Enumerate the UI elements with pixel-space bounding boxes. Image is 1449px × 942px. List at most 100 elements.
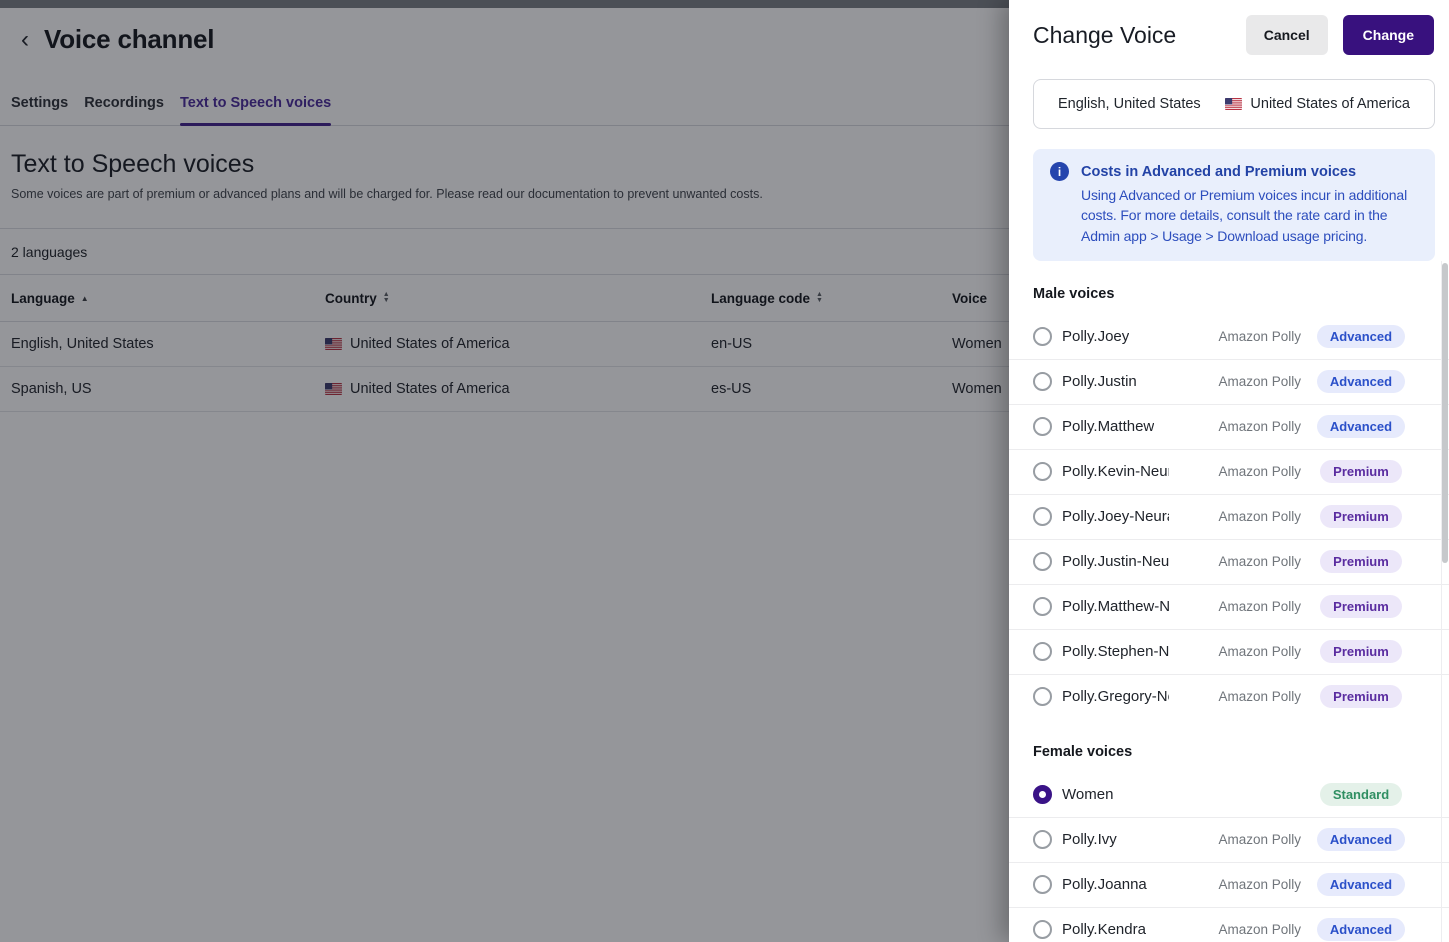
- radio-button[interactable]: [1033, 687, 1052, 707]
- table-column-header[interactable]: Language code: [700, 291, 941, 306]
- voice-name: Polly.Ivy: [1062, 831, 1117, 849]
- tier-badge: Advanced: [1316, 415, 1406, 439]
- us-flag-icon: [325, 338, 342, 350]
- voice-option-row[interactable]: Polly.Kendra Amazon Polly Advanced: [1009, 908, 1449, 942]
- tier-badge: Premium: [1320, 640, 1402, 664]
- voice-option-row[interactable]: Women Standard: [1009, 773, 1449, 818]
- page-title: Voice channel: [44, 24, 215, 54]
- cost-info-box: i Costs in Advanced and Premium voices U…: [1033, 149, 1435, 261]
- voice-name: Polly.Joey: [1062, 328, 1130, 346]
- voice-option-row[interactable]: Polly.Joey Amazon Polly Advanced: [1009, 315, 1449, 360]
- cell-country: United States of America: [314, 381, 700, 397]
- cell-language-code: en-US: [711, 336, 753, 352]
- info-icon: i: [1050, 162, 1069, 181]
- voice-option-row[interactable]: Polly.Matthew Amazon Polly Advanced: [1009, 405, 1449, 450]
- cell-language: Spanish, US: [11, 381, 92, 397]
- voice-rows: Women Standard Polly.Ivy Amazon Polly Ad…: [1009, 773, 1449, 942]
- column-label: Language: [11, 290, 75, 306]
- voice-option-row[interactable]: Polly.Justin-Neural Amazon Polly Premium: [1009, 540, 1449, 585]
- radio-button[interactable]: [1033, 462, 1052, 482]
- voice-option-row[interactable]: Polly.Stephen-Neu… Amazon Polly Premium: [1009, 630, 1449, 675]
- table-column-header[interactable]: Language: [0, 291, 314, 306]
- modal-overlay[interactable]: [0, 0, 1009, 942]
- voice-section: Female voices Women Standard Polly.Ivy A…: [1009, 719, 1449, 942]
- info-body: Using Advanced or Premium voices incur i…: [1081, 187, 1408, 244]
- radio-button[interactable]: [1033, 875, 1052, 895]
- voice-provider: Amazon Polly: [1218, 554, 1301, 570]
- voice-name: Polly.Justin: [1062, 373, 1137, 391]
- language-selector[interactable]: English, United States United States of …: [1033, 79, 1435, 129]
- voice-name: Polly.Matthew-Ne…: [1062, 598, 1169, 616]
- radio-button[interactable]: [1033, 642, 1052, 662]
- tier-badge: Advanced: [1316, 918, 1406, 942]
- tab-bar: Settings Recordings Text to Speech voices: [0, 89, 1009, 126]
- tier-badge: Advanced: [1316, 325, 1406, 349]
- drawer-header: Change Voice Cancel Change: [1009, 0, 1449, 55]
- tier-badge: Premium: [1320, 685, 1402, 709]
- us-flag-icon: [1225, 98, 1243, 110]
- table-row[interactable]: Spanish, US United States of America es-…: [0, 367, 1009, 412]
- radio-button[interactable]: [1033, 327, 1052, 347]
- selected-country: United States of America: [1225, 96, 1410, 112]
- section-title: Text to Speech voices: [11, 150, 255, 178]
- tier-badge: Premium: [1320, 505, 1402, 529]
- info-title: Costs in Advanced and Premium voices: [1081, 163, 1357, 180]
- voice-option-row[interactable]: Polly.Gregory-Neu… Amazon Polly Premium: [1009, 675, 1449, 719]
- section-description: Some voices are part of premium or advan…: [11, 187, 763, 201]
- voice-option-row[interactable]: Polly.Joey-Neural Amazon Polly Premium: [1009, 495, 1449, 540]
- radio-button[interactable]: [1033, 372, 1052, 392]
- voice-option-row[interactable]: Polly.Justin Amazon Polly Advanced: [1009, 360, 1449, 405]
- voice-provider: Amazon Polly: [1218, 329, 1301, 345]
- voice-option-row[interactable]: Polly.Joanna Amazon Polly Advanced: [1009, 863, 1449, 908]
- radio-button[interactable]: [1033, 507, 1052, 527]
- voice-provider: Amazon Polly: [1218, 877, 1301, 893]
- cell-voice: Women: [952, 336, 1002, 352]
- table-column-header[interactable]: Voice: [941, 291, 1009, 306]
- radio-button[interactable]: [1033, 597, 1052, 617]
- radio-button[interactable]: [1033, 830, 1052, 850]
- top-strip: [0, 0, 1009, 8]
- cancel-button[interactable]: Cancel: [1245, 15, 1328, 55]
- tier-badge: Premium: [1320, 460, 1402, 484]
- voice-option-row[interactable]: Polly.Matthew-Ne… Amazon Polly Premium: [1009, 585, 1449, 630]
- voice-option-row[interactable]: Polly.Ivy Amazon Polly Advanced: [1009, 818, 1449, 863]
- voice-name: Polly.Kendra: [1062, 921, 1146, 939]
- tier-badge: Standard: [1319, 783, 1403, 807]
- info-head: i Costs in Advanced and Premium voices: [1050, 162, 1426, 181]
- table-header-row: Language Country Language code Voice: [0, 274, 1009, 322]
- voice-section-heading: Male voices: [1033, 285, 1115, 302]
- selected-country-label: United States of America: [1250, 96, 1410, 112]
- voice-name: Polly.Matthew: [1062, 418, 1155, 436]
- radio-button[interactable]: [1033, 785, 1052, 805]
- change-voice-drawer: Change Voice Cancel Change English, Unit…: [1009, 0, 1449, 942]
- voice-name: Polly.Joanna: [1062, 876, 1147, 894]
- voice-provider: Amazon Polly: [1218, 922, 1301, 938]
- radio-button[interactable]: [1033, 417, 1052, 437]
- change-button[interactable]: Change: [1342, 15, 1434, 55]
- tab-text-to-speech-voices[interactable]: Text to Speech voices: [179, 89, 332, 126]
- tier-badge: Advanced: [1316, 370, 1406, 394]
- radio-button[interactable]: [1033, 920, 1052, 940]
- table-column-header[interactable]: Country: [314, 291, 700, 306]
- voice-name: Polly.Justin-Neural: [1062, 553, 1169, 571]
- voice-name: Polly.Kevin-Neural: [1062, 463, 1169, 481]
- scrollbar-thumb[interactable]: [1442, 262, 1448, 563]
- voice-option-row[interactable]: Polly.Kevin-Neural Amazon Polly Premium: [1009, 450, 1449, 495]
- cell-language-code: es-US: [711, 381, 752, 397]
- languages-count-bar: 2 languages: [0, 228, 1009, 274]
- column-label: Language code: [711, 290, 811, 306]
- tier-badge: Advanced: [1316, 873, 1406, 897]
- tab-recordings[interactable]: Recordings: [84, 95, 164, 111]
- voice-name: Polly.Gregory-Neu…: [1062, 688, 1169, 706]
- back-chevron-icon[interactable]: ‹: [21, 25, 29, 53]
- radio-button[interactable]: [1033, 552, 1052, 572]
- voice-section-heading: Female voices: [1033, 743, 1133, 760]
- section-head: Text to Speech voices Some voices are pa…: [0, 126, 1009, 201]
- voice-provider: Amazon Polly: [1218, 464, 1301, 480]
- tab-settings[interactable]: Settings: [11, 95, 69, 111]
- table-row[interactable]: English, United States United States of …: [0, 322, 1009, 367]
- column-label: Country: [325, 290, 377, 306]
- voice-rows: Polly.Joey Amazon Polly Advanced Polly.J…: [1009, 315, 1449, 719]
- voice-provider: Amazon Polly: [1218, 644, 1301, 660]
